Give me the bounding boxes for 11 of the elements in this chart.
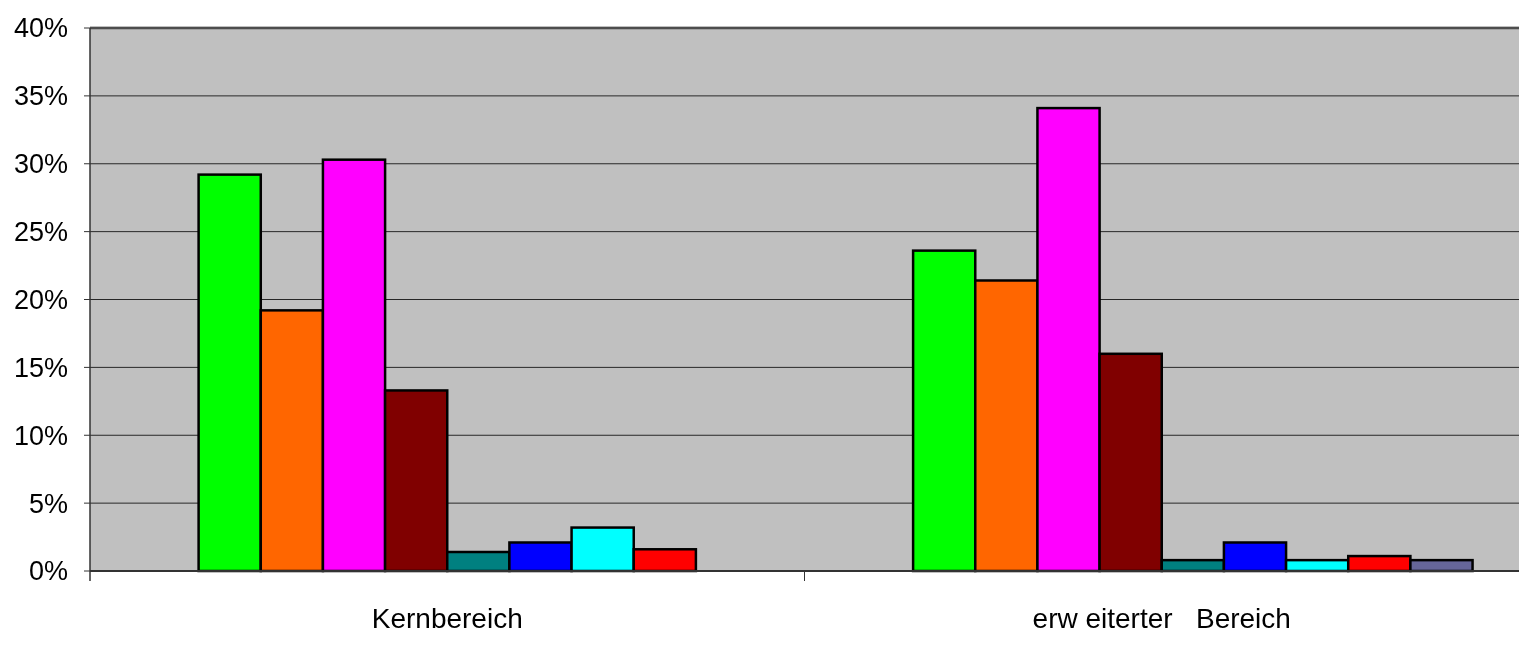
- y-tick-label: 25%: [13, 217, 68, 248]
- y-tick-label: 5%: [28, 488, 68, 519]
- x-tick-label: Kernbereich: [371, 603, 523, 634]
- y-tick-label: 10%: [13, 420, 68, 451]
- x-tick-label: erw eiterter Bereich: [1032, 603, 1291, 634]
- y-tick-label: 20%: [13, 284, 68, 315]
- y-tick-label: 35%: [13, 81, 68, 112]
- y-tick-label: 0%: [28, 556, 68, 587]
- y-tick-label: 30%: [13, 149, 68, 180]
- y-tick-label: 40%: [13, 13, 68, 44]
- y-tick-label: 15%: [13, 352, 68, 383]
